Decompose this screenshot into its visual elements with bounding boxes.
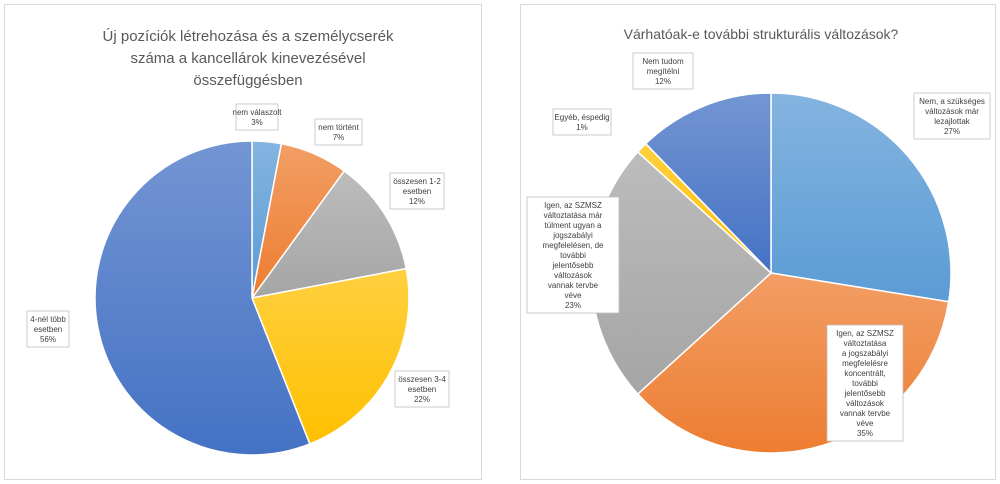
left-pie-slice-5 — [94, 140, 311, 456]
right-pie-slice-5 — [644, 92, 772, 275]
chart-panel-left: Új pozíciók létrehozása és a személycser… — [4, 4, 482, 480]
pie-chart-left: Új pozíciók létrehozása és a személycser… — [26, 28, 450, 456]
left-pie-slice-4 — [250, 267, 410, 445]
right-chart-title: Várhatóak-e további strukturális változá… — [624, 26, 899, 42]
left-data-label-4: összesen 3-4 esetben 22% — [394, 370, 450, 408]
pie-chart-right: Várhatóak-e további strukturális változá… — [526, 26, 991, 454]
right-pie-slice-1 — [770, 92, 952, 303]
left-data-label-1: nem válaszolt 3% — [233, 103, 283, 131]
right-data-label-1: Nem, a szükséges változások már lezajlotta… — [913, 92, 991, 140]
left-pie-slice-3 — [250, 169, 408, 300]
right-data-label-2: Igen, az SZMSZ változtatása a jogszabályi m… — [826, 324, 904, 442]
left-data-label-3: összesen 1-2 esetben 12% — [389, 172, 445, 210]
left-data-label-5: 4-nél több esetben 56% — [26, 310, 70, 348]
right-data-label-5: Nem tudom megítélni 12% — [632, 52, 694, 90]
chart-panel-right: Várhatóak-e további strukturális változá… — [520, 4, 996, 480]
left-data-label-2: nem történt 7% — [314, 118, 363, 146]
right-data-label-3: Igen, az SZMSZ változtatása már túlment ug… — [526, 196, 620, 314]
right-data-label-4: Egyéb, éspedig 1% — [552, 108, 612, 136]
left-chart-title: Új pozíciók létrehozása és a személycser… — [103, 28, 394, 89]
